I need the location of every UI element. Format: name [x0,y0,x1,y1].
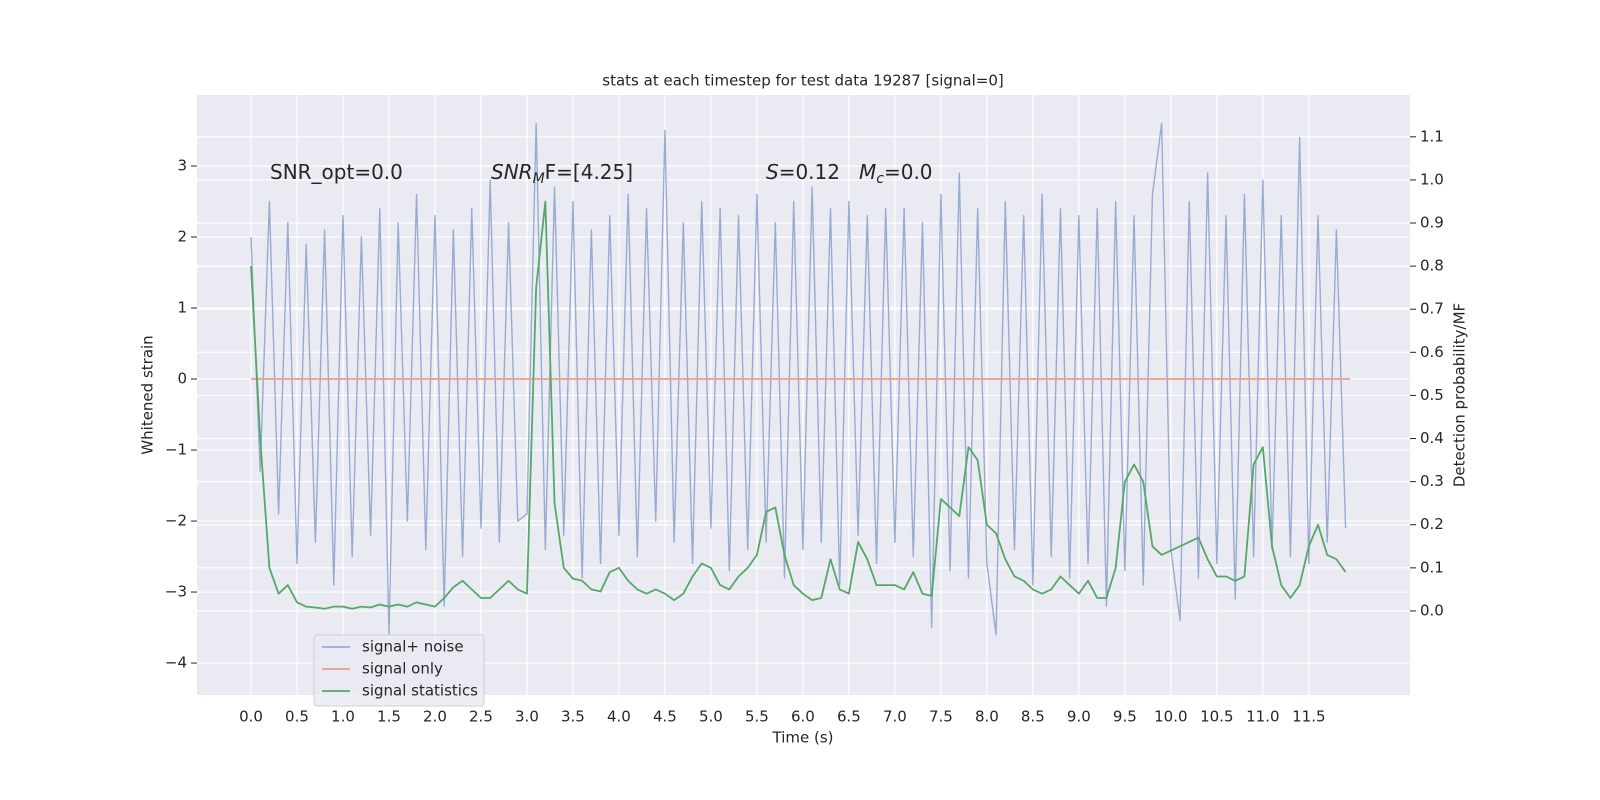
y-tick-label: 3 [177,157,187,175]
y-tick-label: −4 [165,654,187,672]
x-tick-label: 7.5 [929,708,953,726]
annotation: Mc=0.0 [859,160,933,188]
legend-label: signal+ noise [362,638,464,656]
annotation-subscript: c [876,171,884,187]
y-tick-label: −1 [165,441,187,459]
x-tick-label: 11.0 [1246,708,1279,726]
x-axis-label: Time (s) [772,729,834,747]
y2-tick-label: 0.5 [1420,386,1444,404]
x-tick-label: 5.5 [745,708,769,726]
x-tick-label: 8.0 [975,708,999,726]
y-axis-label: Whitened strain [139,335,157,454]
y-tick-label: 0 [177,370,187,388]
legend-label: signal statistics [362,682,478,700]
annotation-italic: S [766,160,779,184]
x-tick-label: 9.5 [1113,708,1137,726]
x-tick-label: 11.5 [1292,708,1325,726]
series-line [250,200,1347,610]
annotation-italic: M [859,160,876,184]
x-tick-label: 3.0 [515,708,539,726]
legend-label: signal only [362,660,443,678]
x-tick-label: 4.5 [653,708,677,726]
chart-title: stats at each timestep for test data 192… [602,72,1003,90]
y-tick-label: −2 [165,512,187,530]
y-tick-label: 1 [177,299,187,317]
y2-tick-label: 1.0 [1420,170,1444,188]
y2-tick-label: 0.3 [1420,472,1444,490]
legend-box [313,634,485,707]
x-tick-label: 10.5 [1200,708,1233,726]
x-tick-label: 2.0 [423,708,447,726]
annotation-text: SNR_opt=0.0 [270,160,403,184]
y2-tick-label: 0.9 [1420,214,1444,232]
y-tick-label: −3 [165,583,187,601]
x-tick-label: 6.5 [837,708,861,726]
x-tick-label: 1.5 [377,708,401,726]
annotation-text: F=[4.25] [545,160,633,184]
y2-tick-label: 0.8 [1420,257,1444,275]
annotation: SNR_opt=0.0 [270,160,403,184]
x-tick-label: 4.0 [607,708,631,726]
x-tick-label: 2.5 [469,708,493,726]
annotation-italic: SNR [491,160,533,184]
x-tick-label: 1.0 [331,708,355,726]
x-tick-label: 3.5 [561,708,585,726]
x-tick-label: 5.0 [699,708,723,726]
series-line [250,122,1347,636]
y-tick-label: 2 [177,228,187,246]
y2-tick-label: 0.0 [1420,601,1444,619]
x-tick-label: 9.0 [1067,708,1091,726]
annotation-text: =0.12 [779,160,840,184]
y2-tick-label: 0.1 [1420,558,1444,576]
y2-tick-label: 0.4 [1420,429,1444,447]
x-tick-label: 0.0 [239,708,263,726]
x-tick-label: 0.5 [285,708,309,726]
annotation-text: =0.0 [884,160,933,184]
x-tick-label: 7.0 [883,708,907,726]
annotation: SNRMF=[4.25] [491,160,633,188]
y2-tick-label: 1.1 [1420,127,1444,145]
annotation: S=0.12 [766,160,840,184]
y2-tick-label: 0.2 [1420,515,1444,533]
x-tick-label: 8.5 [1021,708,1045,726]
x-tick-label: 10.0 [1154,708,1187,726]
annotation-subscript: M [533,171,545,187]
y2-tick-label: 0.7 [1420,300,1444,318]
x-tick-label: 6.0 [791,708,815,726]
y2-tick-label: 0.6 [1420,343,1444,361]
grid [197,95,1410,695]
y2-axis-label: Detection probability/MF [1451,303,1469,487]
